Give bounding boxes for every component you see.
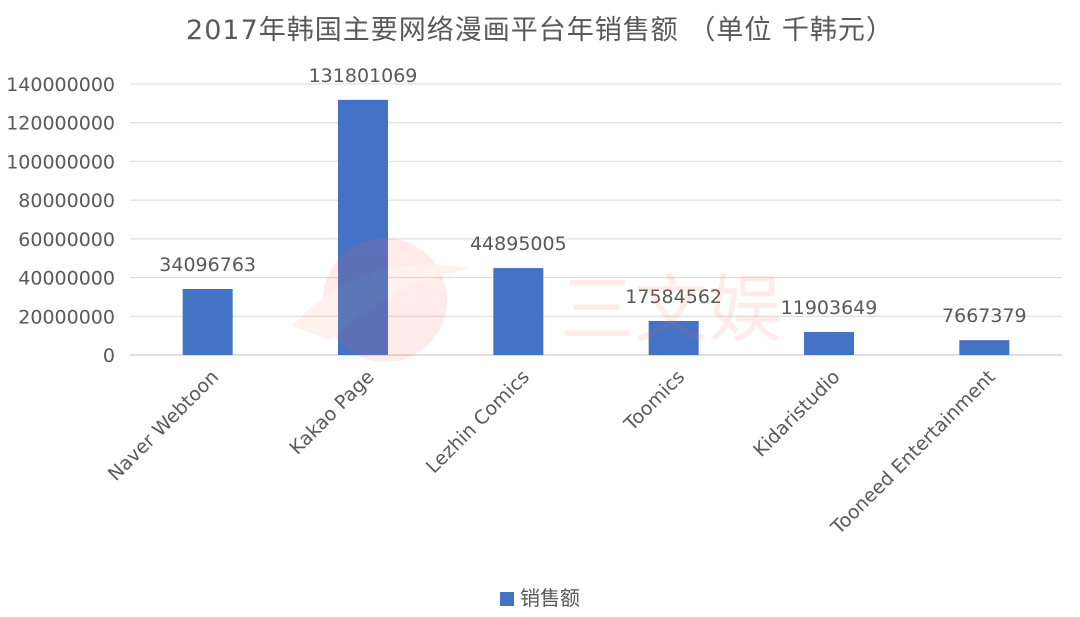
bar — [493, 268, 544, 355]
bars — [182, 99, 1010, 355]
bar — [182, 288, 233, 355]
gridlines — [130, 83, 1062, 356]
watermark-circle — [323, 238, 447, 362]
legend-swatch — [500, 592, 514, 606]
legend: 销售额 — [0, 582, 1080, 611]
data-label: 34096763 — [159, 254, 256, 276]
data-label: 131801069 — [309, 65, 418, 87]
y-tick-label: 20000000 — [18, 306, 115, 328]
x-tick-label: Kidaristudio — [749, 366, 844, 461]
bar — [804, 331, 854, 355]
y-tick-label: 120000000 — [6, 113, 115, 135]
y-tick-label: 40000000 — [18, 268, 115, 290]
x-tick-label: Tooneed Entertainment — [826, 366, 999, 539]
chart-title: 2017年韩国主要网络漫画平台年销售额 （单位 千韩元） — [186, 15, 894, 46]
data-labels: 34096763 131801069 44895005 17584562 1190364… — [159, 65, 1026, 327]
watermark-swoosh — [292, 264, 470, 340]
data-label: 11903649 — [781, 297, 878, 319]
x-axis-ticks: Naver Webtoon Kakao Page Lezhin Comics Toom… — [104, 366, 1000, 539]
data-label: 44895005 — [470, 233, 567, 255]
bar — [338, 99, 388, 355]
watermark-text: 三文娱 — [560, 267, 782, 353]
y-tick-label: 0 — [103, 345, 115, 367]
y-tick-label: 100000000 — [6, 151, 115, 173]
watermark-logo: 三文娱 — [292, 238, 782, 362]
y-tick-label: 60000000 — [18, 229, 115, 251]
y-axis-ticks: 0 20000000 40000000 60000000 80000000 1000000… — [6, 74, 115, 367]
x-tick-label: Toomics — [619, 366, 689, 436]
legend-label: 销售额 — [520, 586, 580, 610]
data-label: 17584562 — [625, 286, 722, 308]
x-tick-label: Kakao Page — [285, 366, 378, 459]
x-tick-label: Naver Webtoon — [104, 366, 223, 485]
y-tick-label: 80000000 — [18, 190, 115, 212]
bar — [959, 340, 1010, 355]
bar — [648, 320, 699, 355]
y-tick-label: 140000000 — [6, 74, 115, 96]
data-label: 7667379 — [942, 305, 1027, 327]
x-tick-label: Lezhin Comics — [422, 366, 534, 478]
